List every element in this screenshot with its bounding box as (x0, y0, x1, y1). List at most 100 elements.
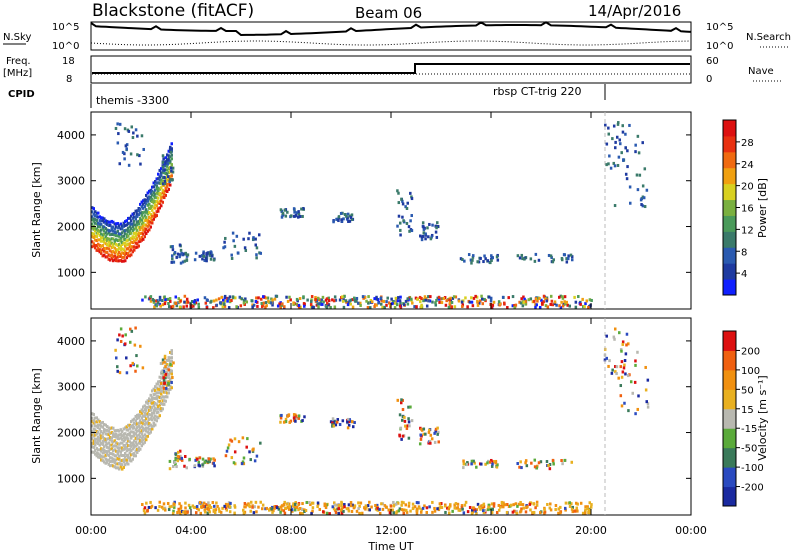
echo-cell (107, 453, 110, 457)
echo-cell (401, 202, 405, 206)
echo-cell (104, 432, 107, 436)
echo-cell (127, 163, 131, 167)
echo-cell (151, 218, 154, 222)
echo-cell (121, 446, 124, 450)
echo-cell (375, 503, 379, 507)
echo-cell (110, 436, 113, 440)
echo-cell (168, 467, 172, 471)
echo-cell (103, 237, 106, 241)
echo-cell (164, 189, 167, 193)
echo-cell (155, 177, 158, 181)
echo-cell (496, 463, 499, 467)
echo-cell (218, 509, 221, 513)
echo-cell (518, 300, 521, 304)
echo-cell (143, 506, 147, 510)
echo-cell (169, 350, 172, 354)
echo-cell (281, 211, 285, 215)
echo-cell (122, 427, 125, 431)
echo-cell (213, 504, 216, 508)
echo-cell (166, 178, 169, 182)
echo-cell (119, 239, 122, 243)
velocity-xlabel: Time UT (367, 540, 413, 553)
echo-cell (406, 424, 410, 428)
echo-cell (229, 501, 232, 505)
echo-cell (164, 160, 167, 164)
echo-cell (573, 509, 577, 513)
echo-cell (109, 427, 112, 431)
echo-cell (612, 335, 616, 339)
echo-cell (161, 179, 164, 183)
echo-cell (127, 247, 130, 251)
echo-cell (113, 233, 116, 237)
echo-cell (433, 440, 437, 444)
echo-cell (615, 365, 619, 369)
echo-cell (543, 510, 547, 514)
echo-cell (158, 168, 161, 172)
echo-cell (519, 502, 523, 506)
echo-cell (583, 305, 586, 309)
echo-cell (94, 443, 97, 447)
echo-cell (163, 175, 166, 179)
echo-cell (637, 394, 640, 398)
echo-cell (481, 504, 484, 508)
echo-cell (116, 466, 119, 470)
echo-cell (136, 364, 139, 368)
echo-cell (475, 465, 478, 469)
echo-cell (419, 234, 422, 238)
echo-cell (256, 304, 259, 308)
echo-cell (407, 417, 410, 421)
echo-cell (170, 147, 173, 151)
echo-cell (610, 371, 614, 375)
echo-cell (365, 299, 368, 303)
echo-cell (324, 503, 327, 507)
echo-cell (345, 507, 349, 511)
echo-cell (265, 506, 269, 510)
echo-cell (148, 397, 151, 401)
echo-cell (107, 253, 110, 257)
echo-cell (272, 509, 275, 513)
echo-cell (103, 220, 106, 224)
echo-cell (224, 506, 228, 510)
echo-cell (92, 439, 95, 443)
echo-cell (298, 214, 302, 218)
echo-cell (152, 408, 155, 412)
echo-cell (159, 173, 163, 177)
echo-cell (136, 413, 139, 417)
echo-cell (122, 224, 125, 228)
echo-cell (203, 296, 207, 300)
echo-cell (134, 428, 137, 432)
echo-cell (116, 248, 119, 252)
echo-cell (156, 299, 159, 303)
echo-cell (437, 506, 441, 510)
echo-cell (625, 177, 629, 181)
echo-cell (377, 301, 380, 305)
colorbar-swatch (723, 183, 736, 201)
echo-cell (104, 437, 107, 441)
echo-cell (157, 391, 160, 395)
echo-cell (557, 507, 561, 511)
echo-cell (325, 301, 329, 305)
echo-cell (434, 303, 438, 307)
echo-cell (124, 253, 127, 257)
echo-cell (406, 297, 410, 301)
echo-cell (476, 502, 480, 506)
echo-cell (202, 254, 206, 258)
echo-cell (161, 160, 165, 164)
echo-cell (202, 250, 205, 254)
echo-cell (162, 369, 166, 373)
echo-cell (142, 216, 145, 220)
echo-cell (136, 237, 139, 241)
echo-cell (110, 439, 113, 443)
echo-cell (158, 500, 162, 504)
echo-cell (546, 502, 549, 506)
echo-cell (464, 296, 467, 300)
echo-cell (607, 126, 610, 130)
echo-cell (139, 414, 142, 418)
echo-cell (255, 296, 258, 300)
echo-cell (539, 511, 542, 515)
colorbar-tick-label: 28 (741, 138, 754, 149)
echo-cell (121, 434, 124, 438)
echo-cell (112, 255, 115, 259)
echo-cell (169, 384, 172, 388)
echo-cell (173, 461, 176, 465)
